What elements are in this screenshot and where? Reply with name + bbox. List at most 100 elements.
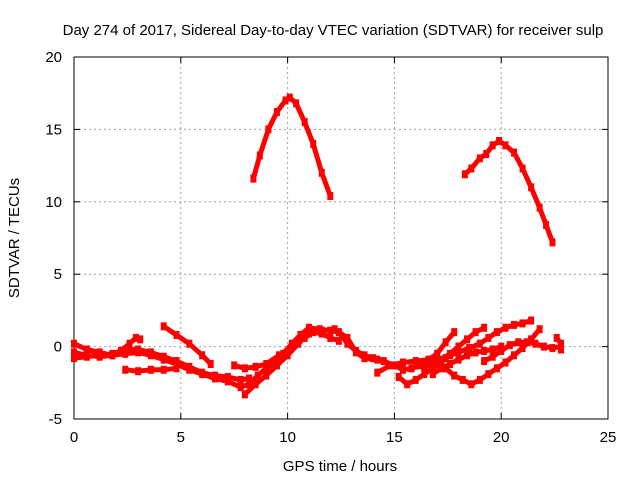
- data-point: [186, 362, 193, 371]
- data-point: [476, 154, 483, 163]
- data-point: [252, 362, 259, 371]
- data-point: [425, 355, 432, 364]
- y-tick-label: 15: [45, 121, 62, 138]
- data-point: [173, 364, 180, 373]
- data-point: [273, 108, 280, 117]
- series-layer: [71, 93, 565, 399]
- data-point: [412, 357, 419, 366]
- y-tick-label: 0: [54, 339, 62, 356]
- y-tick-labels: -5 0 5 10 15 20: [45, 49, 62, 428]
- data-point: [485, 333, 492, 342]
- data-point: [126, 339, 133, 348]
- data-point: [305, 329, 312, 338]
- data-point: [293, 99, 300, 108]
- data-point: [256, 151, 263, 160]
- data-point: [96, 351, 103, 360]
- x-tick-labels: 0 5 10 15 20 25: [70, 429, 617, 446]
- data-point: [327, 333, 334, 342]
- data-point: [276, 351, 283, 360]
- data-point: [231, 361, 238, 370]
- data-point: [558, 345, 565, 354]
- data-point: [511, 320, 518, 329]
- x-tick-label: 25: [600, 429, 617, 446]
- data-point: [122, 349, 129, 358]
- y-axis-label: SDTVAR / TECUs: [6, 178, 23, 298]
- data-point: [207, 359, 214, 368]
- data-point: [549, 344, 556, 353]
- data-point: [417, 361, 424, 370]
- data-point: [305, 323, 312, 332]
- data-point: [511, 351, 518, 360]
- data-point: [71, 348, 77, 357]
- data-point: [160, 322, 167, 331]
- data-point: [412, 375, 419, 384]
- data-point: [468, 380, 475, 389]
- data-point: [485, 370, 492, 379]
- data-point: [523, 338, 530, 347]
- data-point: [446, 359, 453, 368]
- data-point: [472, 328, 479, 337]
- y-tick-label: 10: [45, 194, 62, 211]
- data-point: [489, 345, 496, 354]
- data-point: [438, 355, 445, 364]
- data-point: [241, 390, 248, 399]
- data-point: [476, 339, 483, 348]
- data-point: [263, 364, 270, 373]
- data-point: [404, 380, 411, 389]
- data-point: [493, 328, 500, 337]
- data-point: [558, 339, 565, 348]
- data-point: [553, 333, 560, 342]
- data-point: [532, 339, 539, 348]
- series-arc-1: [250, 95, 333, 197]
- data-point: [173, 331, 180, 340]
- points-arc-16: [71, 345, 253, 384]
- data-point: [83, 352, 90, 361]
- data-point: [468, 164, 475, 173]
- data-point: [459, 375, 466, 384]
- data-point: [83, 345, 90, 354]
- data-point: [543, 220, 550, 229]
- data-point: [288, 342, 295, 351]
- data-point: [399, 358, 406, 367]
- data-point: [327, 192, 334, 201]
- data-point: [502, 358, 509, 367]
- data-point: [380, 357, 387, 366]
- data-point: [540, 342, 547, 351]
- points-arc-15: [553, 333, 565, 354]
- axis-ticks: [73, 56, 609, 420]
- data-point: [536, 203, 543, 212]
- data-point: [519, 319, 526, 328]
- data-point: [489, 141, 496, 150]
- data-point: [519, 164, 526, 173]
- data-point: [429, 364, 436, 373]
- data-point: [297, 331, 304, 340]
- plot-frame: [73, 56, 609, 420]
- y-tick-label: -5: [49, 411, 62, 428]
- data-point: [374, 355, 381, 364]
- data-point: [160, 352, 167, 361]
- data-point: [472, 348, 479, 357]
- data-point: [241, 364, 248, 373]
- data-point: [352, 348, 359, 357]
- points-arc-2: [461, 136, 556, 247]
- data-point: [506, 341, 513, 350]
- data-point: [496, 136, 503, 145]
- data-point: [109, 349, 116, 358]
- series-arc-9: [397, 318, 532, 387]
- data-point: [519, 344, 526, 353]
- points-arc-11: [421, 323, 488, 371]
- data-point: [461, 170, 468, 179]
- data-point: [438, 364, 445, 373]
- data-point: [408, 364, 415, 373]
- data-point: [442, 338, 449, 347]
- data-point: [429, 359, 436, 368]
- data-point: [481, 323, 488, 332]
- data-point: [147, 365, 154, 374]
- data-point: [173, 357, 180, 366]
- data-point: [429, 370, 436, 379]
- grid: [74, 57, 608, 419]
- data-point: [421, 362, 428, 371]
- data-point: [466, 344, 473, 353]
- data-point: [284, 351, 291, 360]
